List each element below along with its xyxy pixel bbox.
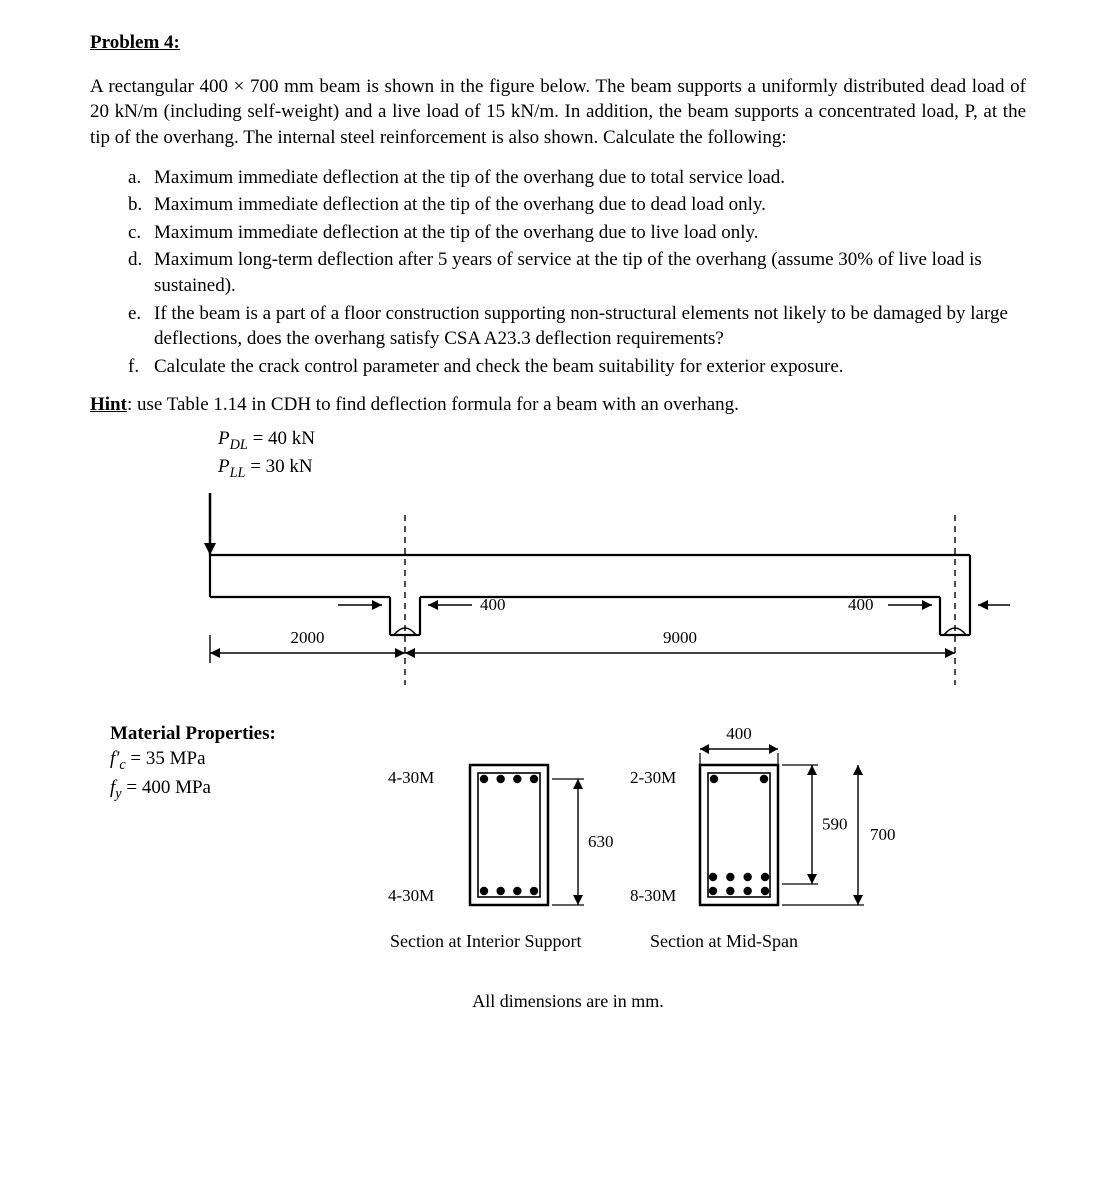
- question-item: b.Maximum immediate deflection at the ti…: [128, 192, 1026, 218]
- material-fy: fy = 400 MPa: [110, 775, 360, 804]
- question-item: a.Maximum immediate deflection at the ti…: [128, 165, 1026, 191]
- svg-text:Section at Interior Support: Section at Interior Support: [390, 931, 581, 951]
- question-item: f.Calculate the crack control parameter …: [128, 354, 1026, 380]
- svg-text:590: 590: [822, 814, 848, 833]
- dimensions-note: All dimensions are in mm.: [110, 989, 1026, 1013]
- svg-text:400: 400: [848, 595, 874, 614]
- question-marker: c.: [128, 220, 154, 246]
- svg-text:2-30M: 2-30M: [630, 768, 676, 787]
- question-text: Calculate the crack control parameter an…: [154, 354, 1026, 380]
- question-text: If the beam is a part of a floor constru…: [154, 301, 1026, 352]
- point-load-labels: PDL = 40 kN PLL = 30 kN: [218, 427, 1026, 482]
- cross-sections-diagram: 4-30M 4-30M 630 Section at Interior Support…: [360, 715, 980, 985]
- svg-text:2000: 2000: [291, 628, 325, 647]
- svg-text:700: 700: [870, 825, 896, 844]
- svg-text:400: 400: [726, 724, 752, 743]
- svg-text:9000: 9000: [663, 628, 697, 647]
- intro-paragraph: A rectangular 400 × 700 mm beam is shown…: [90, 74, 1026, 151]
- question-item: d.Maximum long-term deflection after 5 y…: [128, 247, 1026, 298]
- svg-text:Section at Mid-Span: Section at Mid-Span: [650, 931, 798, 951]
- question-item: c.Maximum immediate deflection at the ti…: [128, 220, 1026, 246]
- question-list: a.Maximum immediate deflection at the ti…: [128, 165, 1026, 380]
- material-title: Material Properties:: [110, 721, 360, 747]
- material-properties: Material Properties: f'c = 35 MPa fy = 4…: [110, 721, 360, 805]
- question-text: Maximum long-term deflection after 5 yea…: [154, 247, 1026, 298]
- material-fc: f'c = 35 MPa: [110, 746, 360, 775]
- question-text: Maximum immediate deflection at the tip …: [154, 192, 1026, 218]
- question-item: e.If the beam is a part of a floor const…: [128, 301, 1026, 352]
- svg-text:400: 400: [480, 595, 506, 614]
- figure-container: PDL = 40 kN PLL = 30 kN 400 400 2000 9000 M…: [110, 427, 1026, 1013]
- hint-text: : use Table 1.14 in CDH to find deflecti…: [127, 394, 739, 415]
- question-marker: e.: [128, 301, 154, 352]
- beam-elevation-diagram: 400 400 2000 9000: [110, 485, 1010, 715]
- svg-text:630: 630: [588, 832, 614, 851]
- question-text: Maximum immediate deflection at the tip …: [154, 165, 1026, 191]
- question-marker: f.: [128, 354, 154, 380]
- question-marker: a.: [128, 165, 154, 191]
- hint-line: Hint: use Table 1.14 in CDH to find defl…: [90, 392, 1026, 418]
- question-marker: d.: [128, 247, 154, 298]
- problem-title: Problem 4:: [90, 30, 1026, 56]
- svg-text:8-30M: 8-30M: [630, 886, 676, 905]
- question-marker: b.: [128, 192, 154, 218]
- svg-text:4-30M: 4-30M: [388, 886, 434, 905]
- hint-label: Hint: [90, 394, 127, 415]
- svg-text:4-30M: 4-30M: [388, 768, 434, 787]
- question-text: Maximum immediate deflection at the tip …: [154, 220, 1026, 246]
